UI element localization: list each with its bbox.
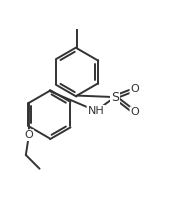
- Text: O: O: [130, 107, 139, 117]
- Text: O: O: [25, 130, 33, 140]
- Text: O: O: [130, 85, 139, 94]
- Text: S: S: [111, 91, 119, 104]
- Text: NH: NH: [88, 106, 104, 116]
